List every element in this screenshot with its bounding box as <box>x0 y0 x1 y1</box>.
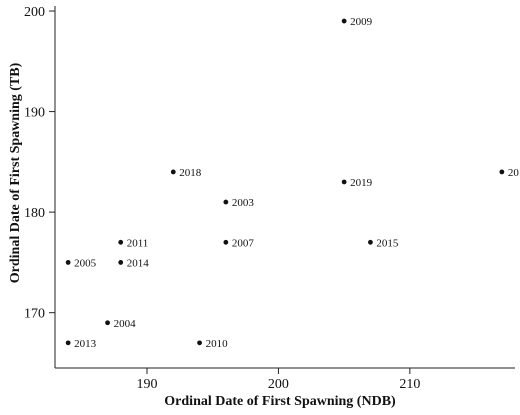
data-point-label: 2004 <box>114 318 137 330</box>
data-point-label: 2014 <box>127 257 150 269</box>
data-point-label: 2018 <box>179 167 202 179</box>
x-axis-title: Ordinal Date of First Spawning (NDB) <box>164 394 396 409</box>
data-point <box>105 320 110 326</box>
data-point <box>118 260 124 265</box>
data-point-label: 2003 <box>232 197 255 209</box>
data-point <box>223 239 229 245</box>
data-point-label: 2019 <box>350 177 373 189</box>
data-point-label: 2009 <box>350 16 373 28</box>
x-tick-label: 190 <box>137 377 158 392</box>
y-tick-label: 180 <box>24 206 45 221</box>
data-point <box>65 340 71 346</box>
data-point <box>499 169 505 175</box>
y-tick-label: 170 <box>24 307 45 322</box>
x-tick-label: 210 <box>399 377 420 392</box>
data-point <box>223 199 229 205</box>
y-ticks: 170 180 190 200 <box>24 5 55 322</box>
data-point-label: 2015 <box>376 237 399 249</box>
data-point-label: 2007 <box>232 237 255 249</box>
y-axis-title: Ordinal Date of First Spawning (TB) <box>8 62 23 283</box>
x-ticks: 190 200 210 <box>137 368 420 392</box>
data-point-label: 2017 <box>508 167 520 179</box>
data-point <box>341 179 347 185</box>
x-tick-label: 200 <box>268 377 289 392</box>
data-point-label: 2005 <box>74 257 97 269</box>
data-point <box>341 18 347 24</box>
data-point-label: 2010 <box>206 338 229 350</box>
data-point-label: 2011 <box>127 237 149 249</box>
data-point <box>197 340 202 346</box>
y-tick-label: 200 <box>24 5 45 20</box>
data-point <box>118 239 124 245</box>
data-point <box>170 169 176 175</box>
y-tick-label: 190 <box>24 106 45 121</box>
data-point <box>65 260 71 265</box>
axes <box>54 6 515 369</box>
data-points: 2005 2013 2004 2011 2014 2018 2010 2003 2007 2009… <box>65 16 520 350</box>
data-point <box>368 239 373 245</box>
data-point-label: 2013 <box>74 338 97 350</box>
